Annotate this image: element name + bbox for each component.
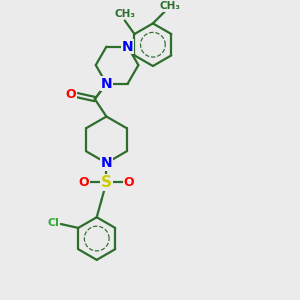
Text: O: O xyxy=(79,176,89,189)
Text: O: O xyxy=(65,88,76,101)
Text: CH₃: CH₃ xyxy=(114,9,135,19)
Text: O: O xyxy=(123,176,134,189)
Text: CH₃: CH₃ xyxy=(160,1,181,11)
Text: S: S xyxy=(101,175,112,190)
Text: Cl: Cl xyxy=(47,218,59,228)
Text: N: N xyxy=(100,76,112,91)
Text: N: N xyxy=(122,40,134,54)
Text: N: N xyxy=(100,156,112,170)
Text: N: N xyxy=(100,156,112,170)
